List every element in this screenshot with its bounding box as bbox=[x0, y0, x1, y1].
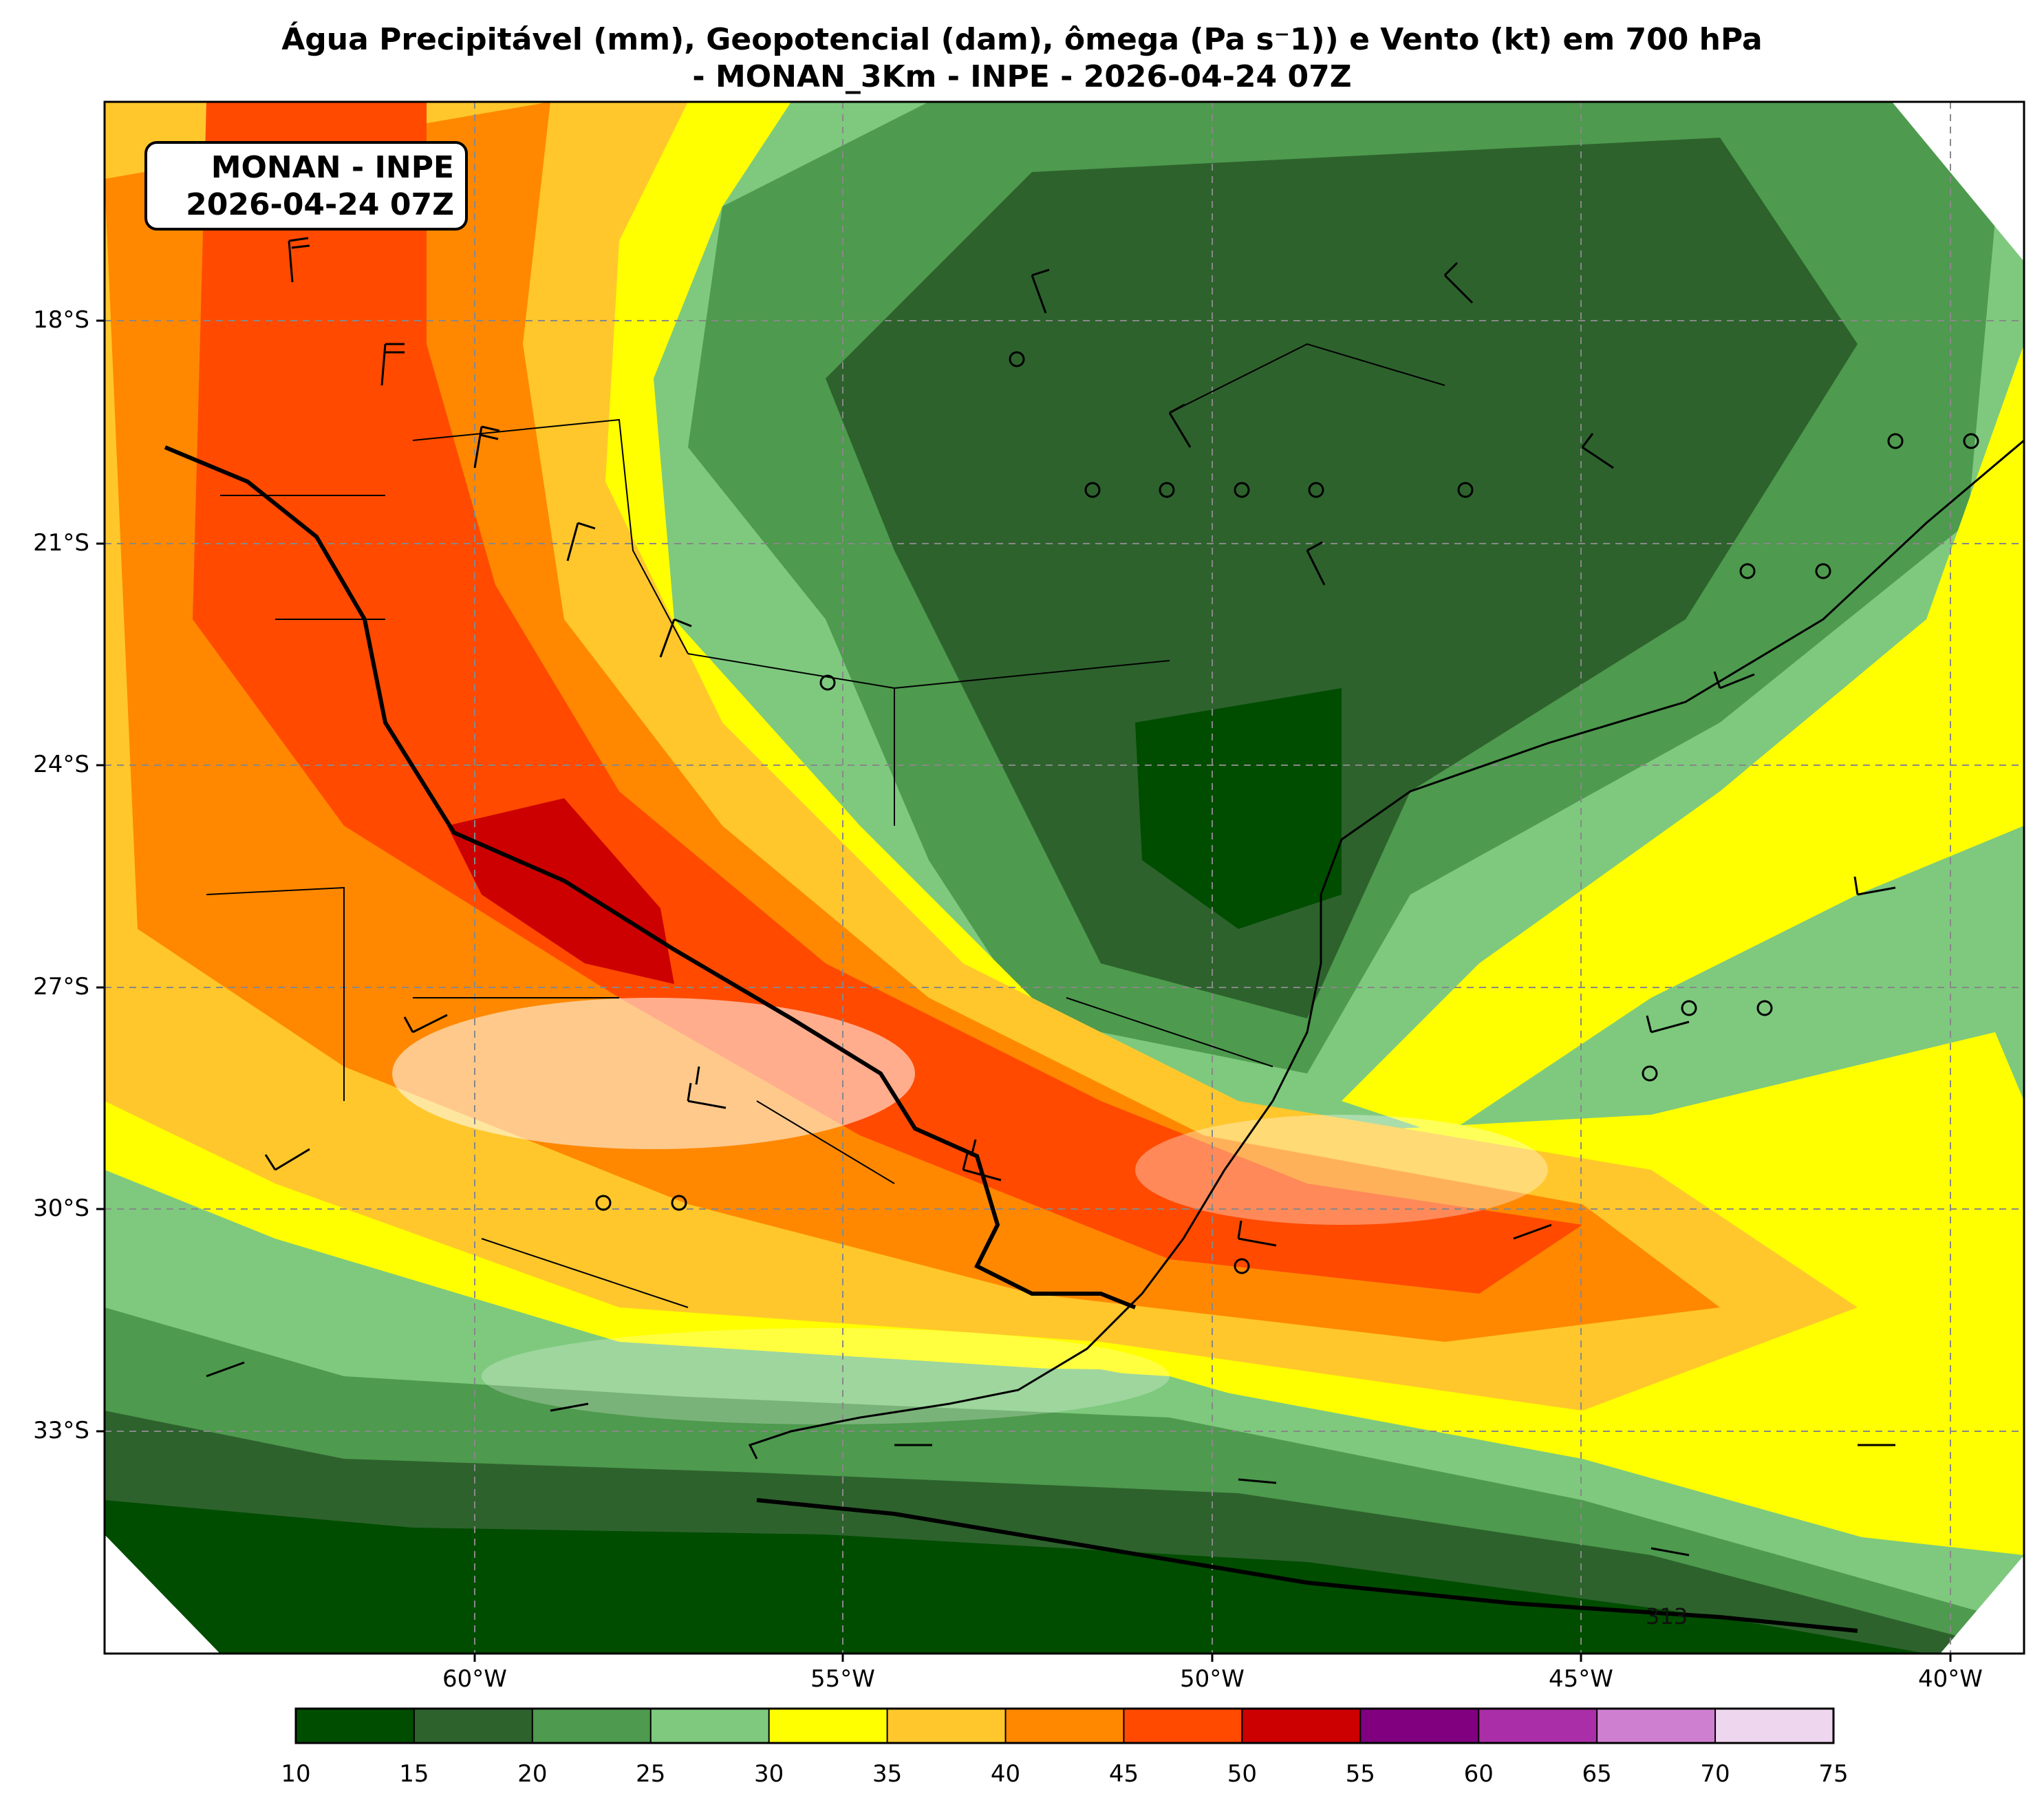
map-frame bbox=[103, 100, 2025, 1655]
colorbar-tick-label: 40 bbox=[990, 1760, 1021, 1788]
colorbar-swatch bbox=[887, 1709, 1007, 1743]
colorbar-swatch bbox=[296, 1709, 415, 1743]
stamp-line2: 2026-04-24 07Z bbox=[186, 187, 454, 222]
chart-subtitle: - MONAN_3Km - INPE - 2026-04-24 07Z bbox=[692, 59, 1352, 94]
colorbar-tick-label: 30 bbox=[754, 1760, 784, 1788]
lon-label-45w: 45°W bbox=[1549, 1665, 1613, 1693]
geopotential-contour-label: 313 bbox=[1646, 1603, 1688, 1629]
colorbar bbox=[296, 1709, 1834, 1743]
colorbar-swatch bbox=[1123, 1709, 1242, 1743]
colorbar-tick-label: 35 bbox=[872, 1760, 903, 1788]
lat-label-21s: 21°S bbox=[33, 529, 89, 557]
colorbar-tick-label: 55 bbox=[1345, 1760, 1375, 1788]
model-stamp: MONAN - INPE 2026-04-24 07Z bbox=[144, 141, 468, 231]
colorbar-swatch bbox=[1715, 1709, 1834, 1743]
lon-label-40w: 40°W bbox=[1918, 1665, 1983, 1693]
colorbar-swatch bbox=[1360, 1709, 1479, 1743]
lon-label-60w: 60°W bbox=[442, 1665, 507, 1693]
colorbar-tick-label: 10 bbox=[281, 1760, 311, 1788]
chart-title: Água Precipitável (mm), Geopotencial (da… bbox=[281, 22, 1763, 57]
colorbar-swatch bbox=[1478, 1709, 1597, 1743]
lon-label-55w: 55°W bbox=[810, 1665, 875, 1693]
wind-barbs bbox=[205, 153, 1896, 1557]
lon-label-50w: 50°W bbox=[1180, 1665, 1245, 1693]
lat-label-18s: 18°S bbox=[33, 306, 89, 334]
lat-label-27s: 27°S bbox=[33, 973, 89, 1001]
lat-label-33s: 33°S bbox=[33, 1417, 89, 1444]
colorbar-swatch bbox=[650, 1709, 770, 1743]
colorbar-swatch bbox=[1597, 1709, 1716, 1743]
colorbar-swatch bbox=[532, 1709, 652, 1743]
colorbar-tick-label: 70 bbox=[1700, 1760, 1730, 1788]
coastline bbox=[164, 343, 2024, 1633]
colorbar-tick-label: 60 bbox=[1463, 1760, 1494, 1788]
calm-markers bbox=[595, 351, 1979, 1274]
colorbar-frame bbox=[294, 1707, 1835, 1744]
colorbar-tick-label: 75 bbox=[1818, 1760, 1849, 1788]
colorbar-tick-label: 15 bbox=[399, 1760, 429, 1788]
colorbar-swatch bbox=[413, 1709, 533, 1743]
colorbar-tick-label: 20 bbox=[517, 1760, 548, 1788]
colorbar-swatch bbox=[768, 1709, 888, 1743]
colorbar-swatch bbox=[1242, 1709, 1361, 1743]
lat-label-24s: 24°S bbox=[33, 751, 89, 778]
colorbar-tick-label: 45 bbox=[1108, 1760, 1139, 1788]
colorbar-tick-label: 25 bbox=[636, 1760, 666, 1788]
colorbar-tick-label: 65 bbox=[1582, 1760, 1612, 1788]
colorbar-tick-label: 50 bbox=[1227, 1760, 1257, 1788]
colorbar-swatch bbox=[1005, 1709, 1124, 1743]
graticule bbox=[105, 102, 2024, 1654]
lat-label-30s: 30°S bbox=[33, 1195, 89, 1222]
stamp-line1: MONAN - INPE bbox=[211, 150, 454, 185]
water-vapor-field bbox=[105, 102, 2024, 1654]
